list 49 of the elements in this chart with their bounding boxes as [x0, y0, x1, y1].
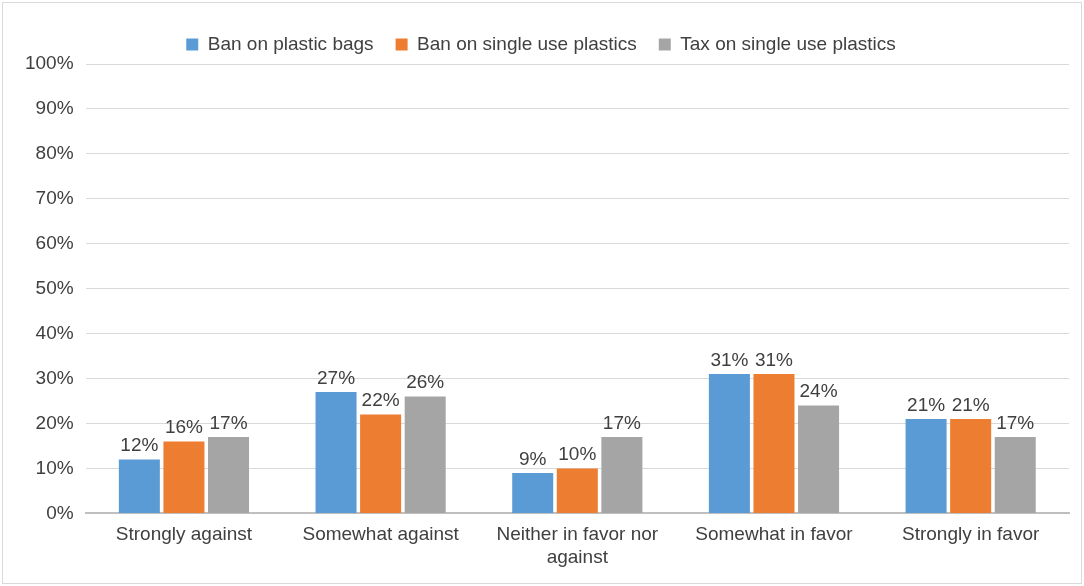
- data-label: 26%: [406, 371, 445, 393]
- bar: [905, 419, 947, 513]
- data-label: 31%: [710, 348, 749, 370]
- legend-label: Ban on plastic bags: [207, 32, 374, 54]
- data-label: 12%: [120, 434, 159, 456]
- data-label: 31%: [754, 348, 794, 370]
- bar: [994, 437, 1036, 513]
- bar: [118, 459, 160, 513]
- y-tick-label: 60%: [35, 231, 74, 253]
- x-tick-label: Strongly against: [115, 523, 253, 545]
- x-tick-label: Somewhat against: [302, 523, 460, 545]
- data-label: 21%: [907, 393, 946, 415]
- data-label: 21%: [951, 393, 990, 415]
- y-tick-label: 80%: [35, 142, 74, 164]
- y-tick-label: 90%: [35, 97, 74, 119]
- bar: [798, 405, 840, 513]
- x-tick-label: Somewhat in favor: [695, 523, 854, 545]
- y-tick-label: 0%: [46, 501, 74, 523]
- bar: [208, 437, 250, 513]
- data-label: 10%: [558, 443, 597, 465]
- data-label: 17%: [602, 411, 641, 433]
- data-label: 22%: [361, 389, 400, 411]
- bar: [753, 374, 795, 513]
- data-label: 17%: [209, 411, 248, 433]
- bar: [163, 441, 205, 513]
- bar: [315, 392, 357, 513]
- y-tick-label: 20%: [35, 411, 74, 433]
- data-label: 24%: [799, 380, 838, 402]
- bar: [404, 396, 446, 513]
- y-tick-label: 10%: [35, 456, 74, 478]
- bar: [708, 374, 750, 513]
- x-tick-label: Strongly in favor: [902, 523, 1040, 545]
- bar: [950, 419, 992, 513]
- bar: [512, 472, 554, 513]
- data-label: 27%: [317, 366, 356, 388]
- data-label: 17%: [996, 411, 1035, 433]
- y-tick-label: 50%: [35, 276, 74, 298]
- x-tick-label: Neither in favor nor against: [496, 523, 659, 567]
- y-tick-label: 30%: [35, 366, 74, 388]
- legend-label: Ban on single use plastics: [417, 32, 637, 54]
- bar: [360, 414, 402, 513]
- bar: [556, 468, 598, 513]
- data-label: 9%: [518, 447, 547, 469]
- y-tick-label: 40%: [35, 321, 74, 343]
- legend-label: Tax on single use plastics: [680, 32, 896, 54]
- bar: [601, 437, 643, 513]
- data-label: 16%: [164, 416, 204, 438]
- y-tick-label: 70%: [35, 187, 74, 209]
- y-tick-label: 100%: [24, 52, 74, 74]
